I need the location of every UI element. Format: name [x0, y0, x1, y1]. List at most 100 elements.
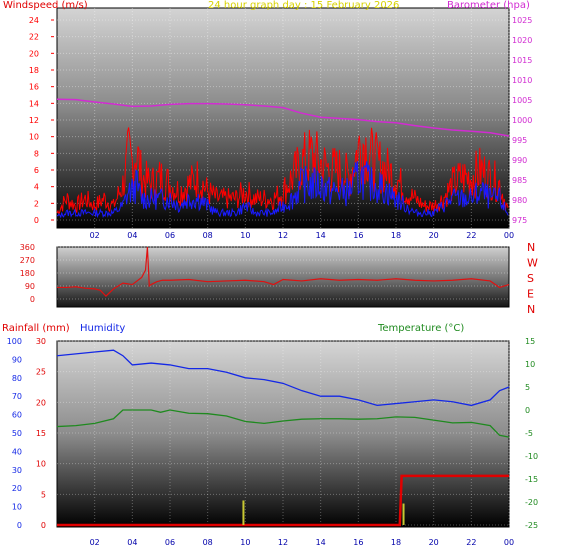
compass-label: N	[527, 303, 535, 316]
tick-label-direction: 90	[25, 282, 35, 291]
panel-rain	[56, 340, 510, 528]
tick-label-hour: 14	[316, 538, 326, 547]
tick-label-hour: 12	[278, 538, 288, 547]
tick-label-temperature: -5	[525, 429, 533, 438]
tick-label-hour: 14	[316, 231, 326, 240]
tick-label-humidity: 40	[12, 447, 22, 456]
tick-label-barometer: 985	[512, 176, 527, 185]
series-direction	[57, 246, 510, 297]
tick-label-direction: 360	[20, 243, 35, 252]
temperature-label: Temperature (°C)	[377, 323, 464, 334]
tick-label-wind: 8	[34, 149, 39, 158]
tick-label-rain: 15	[36, 429, 46, 438]
tick-label-barometer: 995	[512, 136, 527, 145]
humidity-label: Humidity	[80, 323, 125, 334]
graph-title: 24 hour graph day : 15 February 2026	[208, 0, 399, 11]
series-avg-wind	[56, 161, 509, 219]
tick-label-wind: 22	[29, 33, 39, 42]
tick-label-hour: 10	[240, 538, 250, 547]
tick-label-barometer: 1010	[512, 76, 532, 85]
tick-label-hour: 00	[504, 231, 514, 240]
tick-label-rain: 25	[36, 368, 46, 377]
tick-label-temperature: 10	[525, 360, 535, 369]
tick-label-wind: 4	[34, 183, 39, 192]
tick-label-rain: 5	[41, 490, 46, 499]
tick-label-barometer: 1005	[512, 96, 532, 105]
panel-wind	[56, 7, 510, 229]
tick-label-hour: 18	[391, 538, 401, 547]
tick-label-barometer: 975	[512, 216, 527, 225]
tick-label-temperature: -15	[525, 475, 538, 484]
tick-label-hour: 16	[353, 231, 363, 240]
tick-label-humidity: 20	[12, 484, 22, 493]
tick-label-temperature: 0	[525, 406, 530, 415]
tick-label-hour: 08	[203, 231, 213, 240]
tick-label-wind: 24	[29, 16, 39, 25]
tick-label-temperature: -25	[525, 521, 538, 530]
tick-label-direction: 0	[30, 295, 35, 304]
tick-label-wind: 20	[29, 49, 39, 58]
tick-label-barometer: 1020	[512, 36, 532, 45]
tick-label-wind: 2	[34, 199, 39, 208]
tick-label-hour: 02	[90, 538, 100, 547]
tick-label-hour: 08	[203, 538, 213, 547]
tick-label-humidity: 80	[12, 374, 22, 383]
tick-label-hour: 20	[429, 231, 439, 240]
series-barometer	[56, 98, 510, 137]
tick-label-humidity: 0	[17, 521, 22, 530]
tick-label-hour: 12	[278, 231, 288, 240]
tick-label-rain: 30	[36, 337, 46, 346]
tick-label-wind: 16	[29, 83, 39, 92]
tick-label-hour: 22	[466, 538, 476, 547]
series-temperature	[56, 409, 510, 438]
tick-label-hour: 22	[466, 231, 476, 240]
tick-label-hour: 00	[504, 538, 514, 547]
tick-label-hour: 04	[127, 538, 137, 547]
tick-label-rain: 20	[36, 398, 46, 407]
tick-label-temperature: -10	[525, 452, 538, 461]
tick-label-barometer: 990	[512, 156, 527, 165]
series-rain	[57, 474, 509, 527]
tick-label-wind: 18	[29, 66, 39, 75]
tick-label-direction: 270	[20, 256, 35, 265]
tick-label-humidity: 90	[12, 355, 22, 364]
tick-label-humidity: 100	[7, 337, 22, 346]
tick-label-rain: 10	[36, 460, 46, 469]
compass-label: S	[527, 272, 534, 285]
tick-label-barometer: 1025	[512, 16, 532, 25]
tick-label-wind: 10	[29, 133, 39, 142]
tick-label-hour: 18	[391, 231, 401, 240]
tick-label-humidity: 60	[12, 411, 22, 420]
tick-label-wind: 12	[29, 116, 39, 125]
tick-label-hour: 06	[165, 231, 175, 240]
compass-label: W	[527, 257, 538, 270]
tick-label-temperature: -20	[525, 498, 538, 507]
tick-label-wind: 0	[34, 216, 39, 225]
tick-label-wind: 14	[29, 99, 39, 108]
panel-direction	[56, 246, 510, 308]
tick-label-wind: 6	[34, 166, 39, 175]
tick-label-humidity: 50	[12, 429, 22, 438]
tick-label-temperature: 5	[525, 383, 530, 392]
left-title: Windspeed (m/s)	[3, 0, 88, 11]
tick-label-hour: 10	[240, 231, 250, 240]
tick-label-temperature: 15	[525, 337, 535, 346]
tick-label-humidity: 10	[12, 503, 22, 512]
compass-label: E	[527, 288, 534, 301]
tick-label-hour: 16	[353, 538, 363, 547]
rainfall-label: Rainfall (mm)	[2, 323, 70, 334]
tick-label-rain: 0	[41, 521, 46, 530]
right-title: Barometer (hpa)	[447, 0, 530, 11]
tick-label-humidity: 30	[12, 466, 22, 475]
series-humidity	[56, 349, 510, 407]
tick-label-barometer: 1000	[512, 116, 532, 125]
tick-label-hour: 06	[165, 538, 175, 547]
tick-label-hour: 04	[127, 231, 137, 240]
compass-label: N	[527, 241, 535, 254]
tick-label-hour: 20	[429, 538, 439, 547]
tick-label-humidity: 70	[12, 392, 22, 401]
tick-label-barometer: 980	[512, 196, 527, 205]
tick-label-hour: 02	[90, 231, 100, 240]
